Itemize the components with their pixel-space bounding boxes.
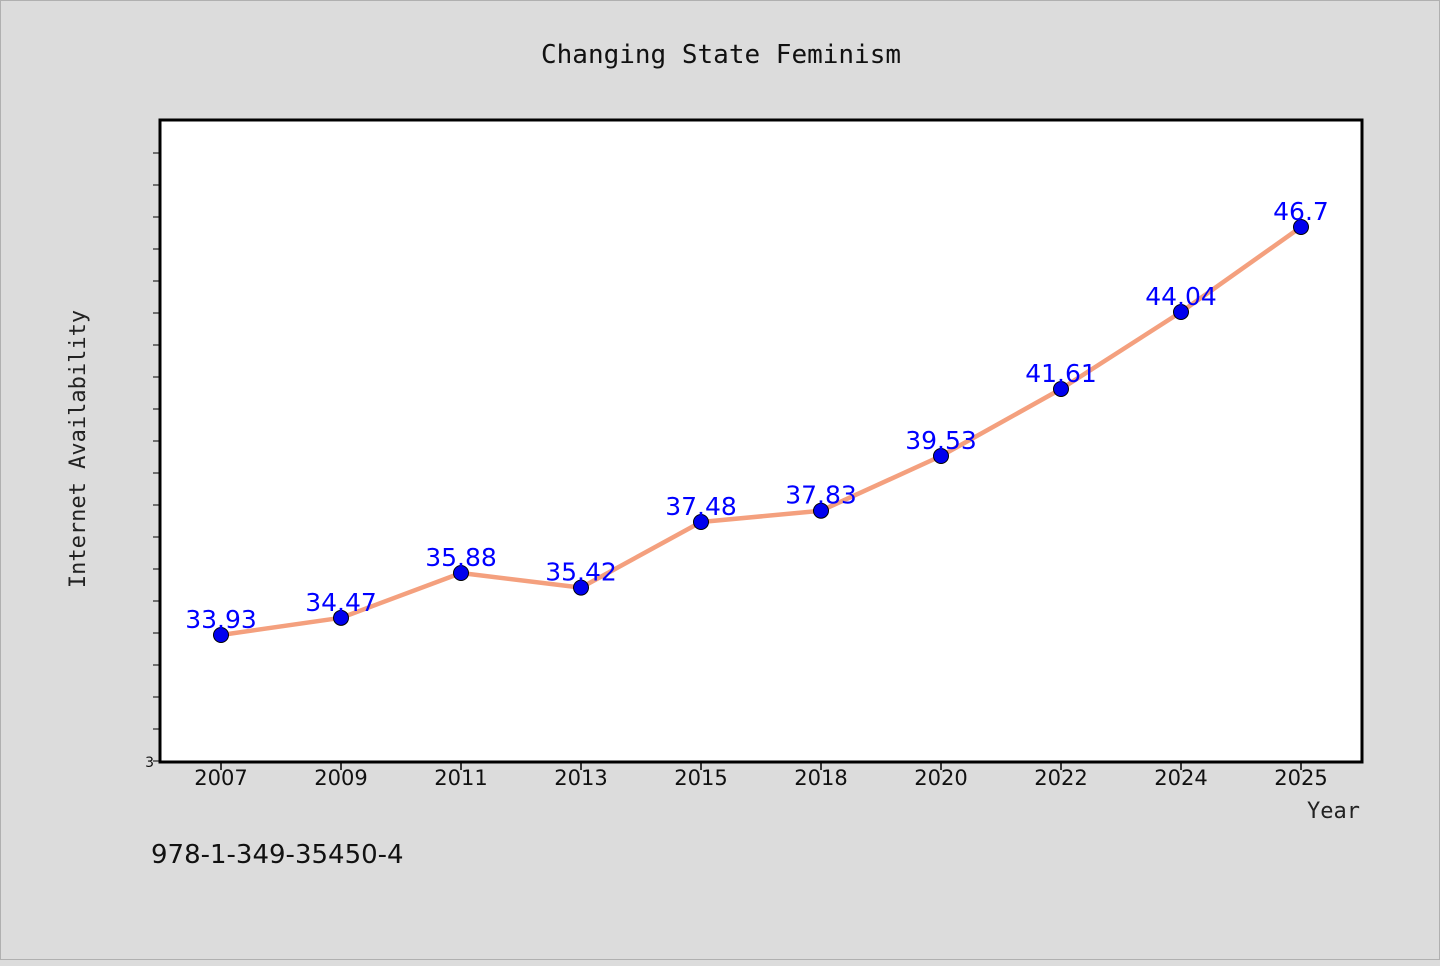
data-point <box>1173 304 1189 320</box>
y-axis-label: Internet Availability <box>66 310 91 588</box>
data-point <box>693 514 709 530</box>
data-point <box>1293 219 1309 235</box>
x-tick-label: 2013 <box>554 766 607 790</box>
data-point <box>933 448 949 464</box>
data-label: 35.88 <box>425 543 497 572</box>
data-point <box>573 579 589 596</box>
series-line <box>218 224 1304 638</box>
x-axis-ticks: 2007 2009 2011 2013 2015 2018 2020 2022 2024 2025 <box>194 762 1328 790</box>
plot-area <box>158 118 1364 764</box>
data-label: 33.93 <box>185 605 257 634</box>
x-tick-label: 2011 <box>434 766 487 790</box>
x-tick-label: 2025 <box>1274 766 1327 790</box>
x-tick-label: 2020 <box>914 766 967 790</box>
data-label: 35.42 <box>545 558 617 587</box>
x-tick-label: 2024 <box>1154 766 1207 790</box>
data-point <box>453 565 469 581</box>
data-label: 37.48 <box>665 492 737 521</box>
x-tick-label: 2022 <box>1034 766 1087 790</box>
data-label: 34.47 <box>305 588 377 617</box>
chart-title: Changing State Feminism <box>541 40 901 70</box>
data-point <box>213 627 229 643</box>
x-axis-label: Year <box>1307 799 1360 824</box>
data-point <box>333 609 349 626</box>
data-point <box>1053 381 1069 397</box>
isbn-footer: 978-1-349-35450-4 <box>151 840 404 870</box>
data-label: 41.61 <box>1025 359 1097 388</box>
data-label: 44.04 <box>1145 282 1217 311</box>
x-tick-label: 2015 <box>674 766 727 790</box>
y-tick-label: 3 <box>145 755 154 771</box>
y-axis-ticks <box>153 152 160 762</box>
data-label: 39.53 <box>905 426 977 455</box>
x-tick-label: 2018 <box>794 766 847 790</box>
x-tick-label: 2009 <box>314 766 367 790</box>
data-point <box>813 502 829 519</box>
data-label: 46.7 <box>1273 197 1329 226</box>
series-group: 33.93 34.47 35.88 35.42 37.48 37.83 39.53 41.61… <box>185 197 1329 643</box>
data-label: 37.83 <box>785 481 857 510</box>
x-tick-label: 2007 <box>194 766 247 790</box>
